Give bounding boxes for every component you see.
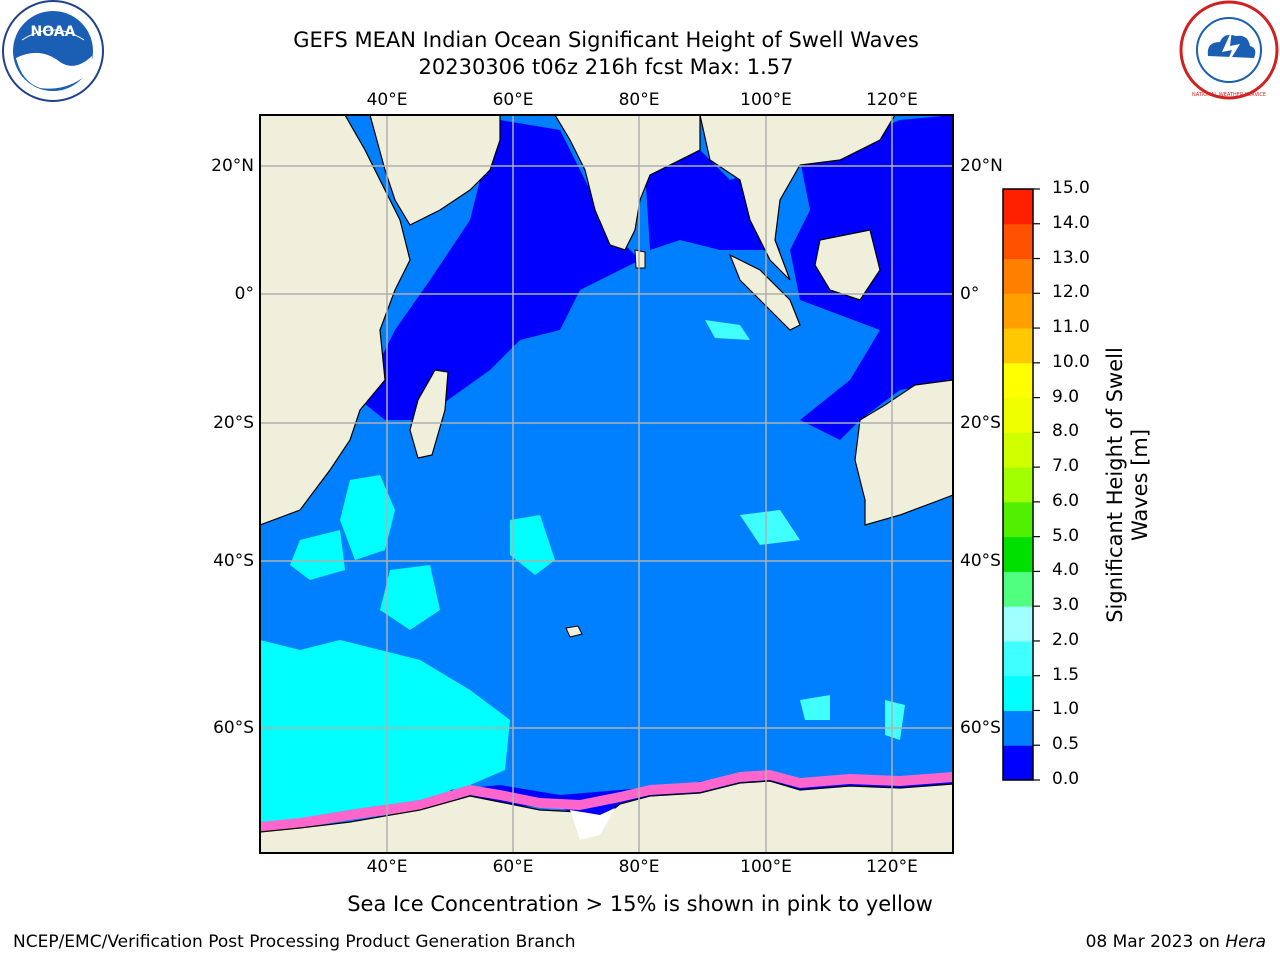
land-sri-lanka: [634, 249, 646, 269]
lat-tick-right-60s: 60°S: [960, 718, 1001, 738]
lon-tick-bottom-60e: 60°E: [492, 857, 534, 877]
antarctic-ice-shelf: [570, 808, 615, 840]
lon-tick-bottom-40e: 40°E: [366, 857, 408, 877]
lat-tick-left-40s: 40°S: [213, 551, 254, 571]
colorbar-segment: [1003, 223, 1033, 260]
lon-tick-top-40e: 40°E: [366, 90, 408, 110]
map-frame: [259, 114, 954, 854]
colorbar-tick-label: 8.0: [1052, 421, 1080, 442]
lon-tick-bottom-80e: 80°E: [618, 857, 660, 877]
lat-tick-right-20n: 20°N: [960, 156, 1003, 176]
noaa-logo: NOAA: [2, 0, 104, 102]
colorbar-tick-label: 2.0: [1052, 629, 1080, 650]
land-sumatra: [728, 253, 801, 331]
colorbar-title-line1: Significant Height of Swell: [1103, 347, 1127, 623]
colorbar-segment: [1003, 467, 1033, 503]
chart-title: GEFS MEAN Indian Ocean Significant Heigh…: [293, 28, 919, 52]
lon-tick-top-80e: 80°E: [618, 90, 660, 110]
nws-logo-text: NATIONAL WEATHER SERVICE: [1192, 92, 1266, 98]
colorbar-segment: [1003, 397, 1033, 433]
lon-tick-bottom-100e: 100°E: [740, 857, 792, 877]
colorbar-title-line2: Waves [m]: [1128, 428, 1152, 542]
colorbar-segment: [1003, 640, 1033, 677]
cyan-patch-4: [380, 565, 440, 630]
colorbar-segment: [1003, 189, 1033, 225]
cyan-patch-8: [885, 700, 905, 740]
colorbar-tick-label: 7.0: [1052, 456, 1080, 477]
land-india: [554, 115, 701, 251]
cyan-patch-5: [740, 510, 800, 545]
sea-ice-footnote: Sea Ice Concentration > 15% is shown in …: [347, 892, 933, 916]
lat-tick-right-0: 0°: [960, 284, 980, 304]
lat-tick-left-0: 0°: [234, 284, 254, 304]
colorbar-segment: [1003, 745, 1033, 781]
colorbar-segment: [1003, 536, 1033, 572]
lat-tick-left-60s: 60°S: [213, 718, 254, 738]
colorbar-tick-label: 15.0: [1052, 178, 1090, 198]
colorbar-segment: [1003, 328, 1033, 364]
lon-tick-top-60e: 60°E: [492, 90, 534, 110]
colorbar-tick-label: 11.0: [1052, 317, 1090, 338]
colorbar-tick-label: 5.0: [1052, 525, 1080, 546]
lat-tick-left-20n: 20°N: [211, 156, 254, 176]
cyan-patch-6: [705, 320, 750, 340]
colorbar-segment: [1003, 258, 1033, 294]
cyan-patch-2: [290, 530, 345, 580]
lon-tick-bottom-120e: 120°E: [866, 857, 918, 877]
colorbar-segment: [1003, 571, 1033, 607]
arabian-sea-low-swell: [360, 120, 640, 420]
colorbar-tick-label: 3.0: [1052, 595, 1080, 616]
cyan-patch-7: [800, 695, 830, 720]
colorbar-tick-label: 13.0: [1052, 247, 1090, 268]
land-australia: [854, 379, 953, 526]
credit-left: NCEP/EMC/Verification Post Processing Pr…: [13, 932, 576, 952]
colorbar-tick-label: 1.5: [1052, 664, 1080, 685]
colorbar-segment: [1003, 675, 1033, 711]
colorbar-tick-label: 1.0: [1052, 699, 1080, 720]
colorbar-segment: [1003, 710, 1033, 746]
southern-cyan-west: [260, 640, 510, 822]
colorbar-segment: [1003, 293, 1033, 329]
noaa-logo-text: NOAA: [31, 24, 76, 40]
land-arabia: [369, 115, 501, 226]
lat-tick-right-20s: 20°S: [960, 413, 1001, 433]
colorbar-ticks: [1033, 188, 1040, 781]
lon-tick-top-120e: 120°E: [866, 90, 918, 110]
colorbar-tick-label: 6.0: [1052, 490, 1080, 511]
cyan-patch-3: [510, 515, 555, 575]
colorbar-tick-label: 14.0: [1052, 212, 1090, 233]
colorbar-tick-label: 4.0: [1052, 560, 1080, 581]
colorbar-tick-label: 0.0: [1052, 769, 1080, 789]
chart-subtitle: 20230306 t06z 216h fcst Max: 1.57: [418, 55, 794, 79]
lat-tick-right-40s: 40°S: [960, 551, 1001, 571]
lon-tick-top-100e: 100°E: [740, 90, 792, 110]
land-madagascar: [409, 369, 449, 459]
land-borneo: [814, 229, 881, 301]
credit-date: 08 Mar 2023 on: [1085, 932, 1226, 952]
colorbar-frame: [1002, 188, 1034, 781]
colorbar-segment: [1003, 362, 1033, 399]
colorbar-tick-label: 0.5: [1052, 734, 1080, 755]
colorbar-segment: [1003, 432, 1033, 468]
nws-logo: NATIONAL WEATHER SERVICE: [1179, 0, 1279, 100]
colorbar-tick-label: 10.0: [1052, 351, 1090, 372]
colorbar-segment: [1003, 501, 1033, 538]
colorbar-segments: [1003, 189, 1033, 781]
credit-host: Hera: [1225, 932, 1266, 952]
gridlines: [260, 115, 953, 853]
sea-ice-fringe: [260, 770, 953, 832]
lat-tick-left-20s: 20°S: [213, 413, 254, 433]
colorbar-segment: [1003, 606, 1033, 642]
colorbar-tick-label: 9.0: [1052, 386, 1080, 407]
cyan-patch-1: [340, 475, 395, 560]
credit-right: 08 Mar 2023 on Hera: [1086, 932, 1266, 952]
land-se-asia: [699, 115, 896, 281]
land-kerguelen: [565, 625, 583, 638]
colorbar-tick-label: 12.0: [1052, 282, 1090, 303]
